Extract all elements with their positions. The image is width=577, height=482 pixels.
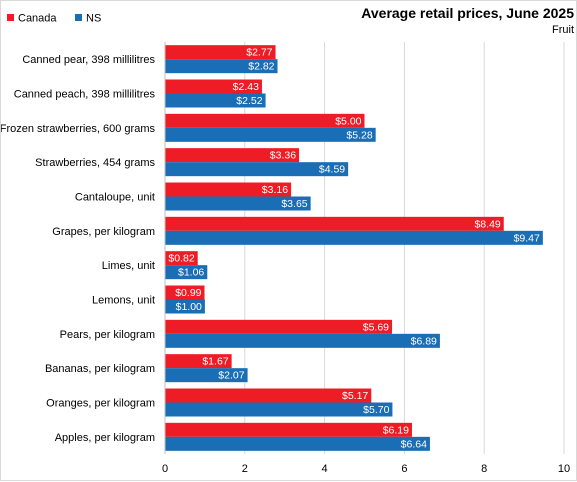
x-axis: 0 2 4 6 8 10 xyxy=(162,42,570,475)
x-tick-label: 4 xyxy=(322,463,328,475)
legend-label-canada: Canada xyxy=(18,13,57,25)
category-label: Apples, per kilogram xyxy=(55,432,155,444)
data-label-ns: $2.07 xyxy=(218,370,244,382)
data-label-canada: $0.82 xyxy=(168,253,194,265)
data-label-ns: $5.28 xyxy=(346,129,372,141)
x-tick-label: 8 xyxy=(481,463,487,475)
data-label-ns: $6.64 xyxy=(401,438,427,450)
legend-swatch-canada xyxy=(7,14,14,21)
legend-label-ns: NS xyxy=(86,13,101,25)
bar-canada xyxy=(165,388,372,403)
data-label-canada: $6.19 xyxy=(383,424,409,436)
bar-ns xyxy=(165,368,248,383)
bar-canada xyxy=(165,182,292,197)
bar-ns xyxy=(165,162,349,177)
bar-ns xyxy=(165,127,376,142)
data-label-ns: $2.52 xyxy=(236,95,262,107)
category-label: Canned peach, 398 millilitres xyxy=(14,89,156,101)
category-label: Limes, unit xyxy=(102,260,155,272)
data-label-ns: $9.47 xyxy=(514,232,540,244)
x-tick-label: 10 xyxy=(558,463,570,475)
legend: Canada NS xyxy=(7,13,101,25)
data-label-ns: $1.00 xyxy=(176,301,202,313)
data-label-canada: $8.49 xyxy=(474,218,500,230)
category-label: Canned pear, 398 millilitres xyxy=(22,54,155,66)
bar-canada xyxy=(165,251,198,266)
data-label-canada: $1.67 xyxy=(202,356,228,368)
bar-ns xyxy=(165,333,440,348)
category-label: Lemons, unit xyxy=(92,295,155,307)
bar-canada xyxy=(165,148,300,163)
data-label-ns: $6.89 xyxy=(411,335,437,347)
bar-canada xyxy=(165,285,205,300)
legend-swatch-ns xyxy=(75,14,82,21)
bar-canada xyxy=(165,319,393,334)
data-label-canada: $5.17 xyxy=(342,390,368,402)
data-label-canada: $2.77 xyxy=(246,47,272,59)
bar-ns xyxy=(165,436,430,451)
x-tick-label: 6 xyxy=(401,463,407,475)
data-label-ns: $5.70 xyxy=(363,404,389,416)
bar-canada xyxy=(165,113,365,128)
bar-ns xyxy=(165,230,543,245)
bar-canada xyxy=(165,45,276,60)
bar-ns xyxy=(165,93,266,108)
bar-ns xyxy=(165,59,278,74)
category-label: Grapes, per kilogram xyxy=(52,226,155,238)
data-label-ns: $3.65 xyxy=(281,198,307,210)
data-label-canada: $5.69 xyxy=(363,321,389,333)
chart-subtitle: Fruit xyxy=(552,24,574,36)
bar-canada xyxy=(165,216,504,231)
data-label-canada: $0.99 xyxy=(175,287,201,299)
chart-title: Average retail prices, June 2025 xyxy=(361,5,574,21)
category-label: Pears, per kilogram xyxy=(60,329,155,341)
category-label: Strawberries, 454 grams xyxy=(35,157,155,169)
x-tick-label: 0 xyxy=(162,463,168,475)
category-label: Oranges, per kilogram xyxy=(46,398,155,410)
bar-ns xyxy=(165,196,311,211)
bar-ns xyxy=(165,402,393,417)
data-label-canada: $3.36 xyxy=(270,150,296,162)
gridlines xyxy=(244,42,565,454)
x-tick-label: 2 xyxy=(242,463,248,475)
data-label-canada: $3.16 xyxy=(262,184,288,196)
data-label-ns: $2.82 xyxy=(248,61,274,73)
category-label: Bananas, per kilogram xyxy=(45,363,155,375)
category-label: Cantaloupe, unit xyxy=(75,192,155,204)
bar-ns xyxy=(165,299,205,314)
data-label-canada: $5.00 xyxy=(335,115,361,127)
data-label-ns: $4.59 xyxy=(319,164,345,176)
bar-canada xyxy=(165,422,412,437)
data-label-ns: $1.06 xyxy=(178,267,204,279)
bar-canada xyxy=(165,79,262,94)
bar-canada xyxy=(165,354,232,369)
bar-ns xyxy=(165,265,208,280)
bars: Canned pear, 398 millilitres $2.77 $2.82 Ca… xyxy=(1,45,543,451)
category-label: Frozen strawberries, 600 grams xyxy=(1,123,155,135)
data-label-canada: $2.43 xyxy=(233,81,259,93)
